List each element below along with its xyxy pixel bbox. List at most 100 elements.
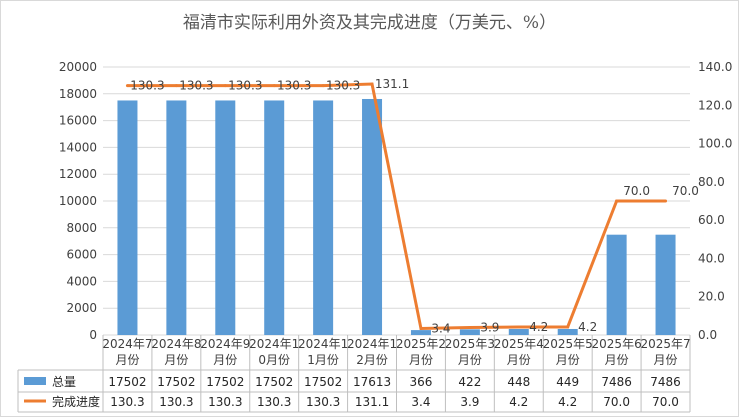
bar <box>215 100 236 335</box>
y-right-tick-label: 20.0 <box>698 290 725 304</box>
bar <box>410 330 431 335</box>
x-tick-label: 月份 <box>556 353 580 367</box>
x-tick-label: 2024年1 <box>347 337 397 351</box>
legend-label: 总量 <box>52 375 76 389</box>
table-cell: 4.2 <box>558 395 577 409</box>
legend-key-bar <box>24 377 46 385</box>
x-tick-label: 2024年1 <box>298 337 348 351</box>
line-point <box>664 199 668 203</box>
x-tick-label: 2024年9 <box>200 337 250 351</box>
bar <box>557 328 578 335</box>
table-cell: 130.3 <box>110 395 144 409</box>
table-cell: 3.9 <box>460 395 479 409</box>
line-data-label: 70.0 <box>672 184 699 198</box>
line-point <box>174 84 178 88</box>
y-right-tick-label: 80.0 <box>698 175 725 189</box>
line-data-label: 3.9 <box>480 321 499 335</box>
bar <box>117 100 138 335</box>
bar <box>508 328 529 335</box>
y-left-tick-label: 16000 <box>59 114 97 128</box>
line-data-label: 4.2 <box>578 320 597 334</box>
line-point <box>468 326 472 330</box>
x-tick-label: 2025年6 <box>592 337 642 351</box>
table-cell: 130.3 <box>306 395 340 409</box>
line-data-label: 131.1 <box>375 77 409 91</box>
line-point <box>223 84 227 88</box>
x-tick-label: 月份 <box>164 353 188 367</box>
x-tick-label: 月份 <box>409 353 433 367</box>
table-cell: 17502 <box>304 375 342 389</box>
table-cell: 7486 <box>601 375 632 389</box>
x-tick-label: 月份 <box>507 353 531 367</box>
y-left-tick-label: 12000 <box>59 167 97 181</box>
y-right-tick-label: 140.0 <box>698 60 732 74</box>
bar <box>655 234 676 335</box>
table-cell: 17502 <box>206 375 244 389</box>
table-cell: 17502 <box>255 375 293 389</box>
table-cell: 130.3 <box>208 395 242 409</box>
x-tick-label: 2025年5 <box>543 337 593 351</box>
x-tick-label: 2025年3 <box>445 337 495 351</box>
line-data-label: 4.2 <box>529 320 548 334</box>
line-point <box>615 199 619 203</box>
y-left-tick-label: 18000 <box>59 87 97 101</box>
bar <box>606 234 627 335</box>
x-tick-label: 2024年7 <box>102 337 152 351</box>
bar <box>459 329 480 335</box>
data-table: 2024年7 月份 17502 130.3 2024年8 月份 17502 130.3 2024… <box>17 335 691 413</box>
y-right-tick-label: 60.0 <box>698 213 725 227</box>
line-point <box>321 84 325 88</box>
x-tick-label: 月份 <box>458 353 482 367</box>
table-cell: 449 <box>556 375 579 389</box>
y-left-tick-label: 8000 <box>66 221 97 235</box>
line-point <box>517 325 521 329</box>
y-right-tick-label: 100.0 <box>698 137 732 151</box>
bar <box>264 100 285 335</box>
bar <box>166 100 187 335</box>
table-cell: 17613 <box>353 375 391 389</box>
x-tick-label: 1月份 <box>307 353 339 367</box>
table-cell: 7486 <box>650 375 681 389</box>
table-cell: 17502 <box>157 375 195 389</box>
line-data-label: 3.4 <box>431 321 450 335</box>
x-tick-label: 月份 <box>213 353 237 367</box>
grid-lines <box>103 66 690 336</box>
table-cell: 131.1 <box>355 395 389 409</box>
x-tick-label: 0月份 <box>258 353 290 367</box>
line-point <box>419 326 423 330</box>
y-axis-left: 0 2000 4000 6000 8000 10000 12000 14000 16000 180… <box>59 60 97 342</box>
x-tick-label: 月份 <box>115 353 139 367</box>
x-tick-label: 月份 <box>654 353 678 367</box>
table-cell: 3.4 <box>411 395 430 409</box>
line-data-label: 130.3 <box>277 79 311 93</box>
bar <box>313 100 334 335</box>
y-left-tick-label: 14000 <box>59 140 97 154</box>
line-point <box>370 82 374 86</box>
line-data-label: 130.3 <box>130 79 164 93</box>
y-left-tick-label: 0 <box>89 328 97 342</box>
table-cell: 422 <box>458 375 481 389</box>
data-labels: 130.3 130.3 130.3 130.3 130.3 131.1 3.4 3.9 4.2 4… <box>130 77 699 335</box>
y-left-tick-label: 6000 <box>66 248 97 262</box>
table-cell: 448 <box>507 375 530 389</box>
line-path <box>127 82 666 331</box>
table-cell: 130.3 <box>257 395 291 409</box>
line-point <box>125 84 129 88</box>
y-right-tick-label: 40.0 <box>698 251 725 265</box>
line-data-label: 130.3 <box>228 79 262 93</box>
y-right-tick-label: 0.0 <box>698 328 717 342</box>
line-point <box>272 84 276 88</box>
y-left-tick-label: 10000 <box>59 194 97 208</box>
line-data-label: 130.3 <box>179 79 213 93</box>
bar <box>362 98 383 335</box>
table-cell: 4.2 <box>509 395 528 409</box>
x-tick-label: 2025年2 <box>396 337 446 351</box>
x-tick-label: 2月份 <box>356 353 388 367</box>
y-left-tick-label: 20000 <box>59 60 97 74</box>
line-data-label: 130.3 <box>326 79 360 93</box>
y-axis-right: 0.0 20.0 40.0 60.0 80.0 100.0 120.0 140.0 <box>698 60 732 342</box>
line-point <box>566 325 570 329</box>
table-cell: 366 <box>410 375 433 389</box>
line-series <box>125 82 668 331</box>
